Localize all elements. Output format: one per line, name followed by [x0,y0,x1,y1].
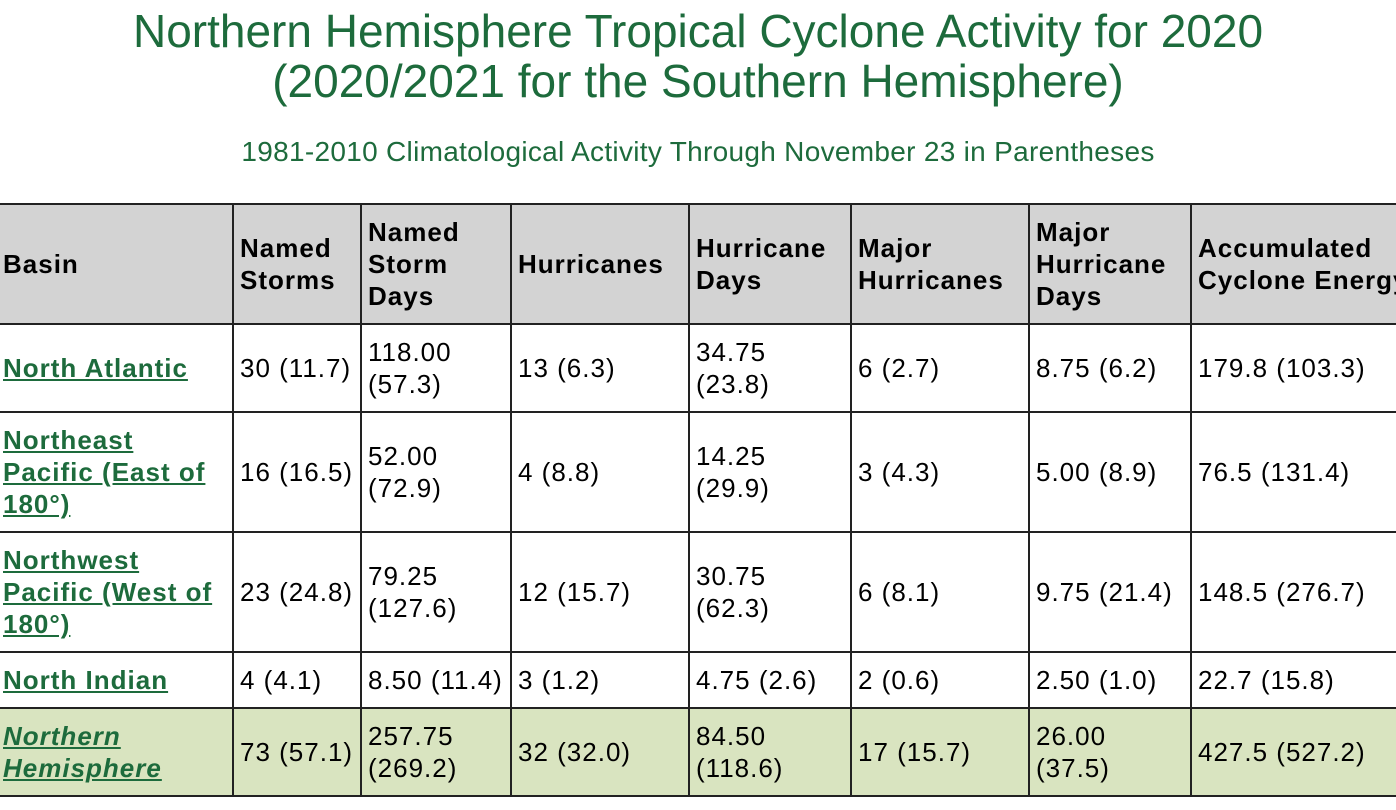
column-header: Major Hurricanes [850,203,1030,325]
column-header: Major Hurricane Days [1028,203,1192,325]
data-cell: 5.00 (8.9) [1028,411,1192,533]
title: Northern Hemisphere Tropical Cyclone Act… [0,6,1396,106]
basin-cell: Northwest Pacific (West of 180°) [0,531,234,653]
table-row: North Indian 4 (4.1) 8.50 (11.4) 3 (1.2) 4.7… [0,651,1396,709]
basin-cell: North Indian [0,651,234,709]
data-cell: 26.00 (37.5) [1028,707,1192,797]
data-cell: 427.5 (527.2) [1190,707,1396,797]
basin-link[interactable]: North Atlantic [3,353,188,383]
data-cell: 179.8 (103.3) [1190,323,1396,413]
table-row: Northwest Pacific (West of 180°) 23 (24.8… [0,531,1396,653]
data-cell: 257.75 (269.2) [360,707,512,797]
basin-cell: Northeast Pacific (East of 180°) [0,411,234,533]
data-cell: 34.75 (23.8) [688,323,852,413]
data-cell: 32 (32.0) [510,707,690,797]
column-header: Named Storm Days [360,203,512,325]
column-header: Hurricane Days [688,203,852,325]
data-cell: 30.75 (62.3) [688,531,852,653]
basin-link[interactable]: Northwest Pacific (West of 180°) [3,545,213,639]
data-cell: 6 (8.1) [850,531,1030,653]
title-line: Northern Hemisphere Tropical Cyclone Act… [132,5,1264,57]
title-line: (2020/2021 for the Southern Hemisphere) [272,55,1124,107]
data-cell: 30 (11.7) [232,323,362,413]
data-cell: 23 (24.8) [232,531,362,653]
data-cell: 4 (8.8) [510,411,690,533]
data-cell: 4.75 (2.6) [688,651,852,709]
column-header: Named Storms [232,203,362,325]
column-header: Hurricanes [510,203,690,325]
table-body: North Atlantic 30 (11.7) 118.00 (57.3) 13 (… [0,323,1396,797]
data-cell: 12 (15.7) [510,531,690,653]
table-row: Northeast Pacific (East of 180°) 16 (16.5… [0,411,1396,533]
data-cell: 17 (15.7) [850,707,1030,797]
data-cell: 22.7 (15.8) [1190,651,1396,709]
data-cell: 13 (6.3) [510,323,690,413]
table-row: North Atlantic 30 (11.7) 118.00 (57.3) 13 (… [0,323,1396,413]
data-cell: 4 (4.1) [232,651,362,709]
basin-cell: Northern Hemisphere [0,707,234,797]
data-cell: 6 (2.7) [850,323,1030,413]
table-row: Northern Hemisphere 73 (57.1) 257.75 (269.… [0,707,1396,797]
data-cell: 2.50 (1.0) [1028,651,1192,709]
data-cell: 9.75 (21.4) [1028,531,1192,653]
basin-link[interactable]: North Indian [3,665,169,695]
data-cell: 8.50 (11.4) [360,651,512,709]
basin-cell: North Atlantic [0,323,234,413]
column-header: Basin [0,203,234,325]
data-cell: 118.00 (57.3) [360,323,512,413]
data-cell: 2 (0.6) [850,651,1030,709]
data-cell: 79.25 (127.6) [360,531,512,653]
data-cell: 73 (57.1) [232,707,362,797]
data-cell: 3 (4.3) [850,411,1030,533]
data-cell: 76.5 (131.4) [1190,411,1396,533]
data-cell: 148.5 (276.7) [1190,531,1396,653]
data-cell: 3 (1.2) [510,651,690,709]
header-row: Basin Named Storms Named Storm Days Hurrica… [0,203,1396,325]
subtitle: 1981-2010 Climatological Activity Throug… [241,136,1155,167]
data-cell: 84.50 (118.6) [688,707,852,797]
data-cell: 14.25 (29.9) [688,411,852,533]
data-cell: 52.00 (72.9) [360,411,512,533]
basin-link[interactable]: Northeast Pacific (East of 180°) [3,425,206,519]
data-cell: 16 (16.5) [232,411,362,533]
cyclone-table: Basin Named Storms Named Storm Days Hurrica… [0,203,1396,797]
column-header: Accumulated Cyclone Energy [1190,203,1396,325]
basin-link[interactable]: Northern Hemisphere [3,721,162,783]
data-cell: 8.75 (6.2) [1028,323,1192,413]
